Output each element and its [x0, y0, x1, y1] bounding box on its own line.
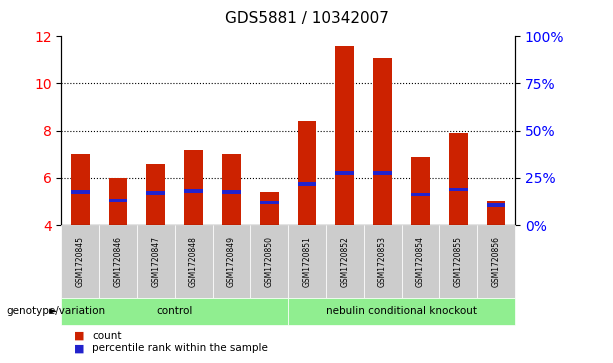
- Bar: [411, 157, 430, 225]
- Bar: [147, 164, 166, 225]
- Text: GSM1720851: GSM1720851: [302, 236, 311, 287]
- Bar: [297, 182, 316, 185]
- Bar: [449, 133, 468, 225]
- Bar: [335, 171, 354, 175]
- Text: control: control: [156, 306, 193, 316]
- Bar: [70, 154, 89, 225]
- Bar: [184, 150, 203, 225]
- Text: GSM1720845: GSM1720845: [75, 236, 85, 287]
- Bar: [487, 203, 506, 207]
- Bar: [373, 171, 392, 175]
- Text: GSM1720854: GSM1720854: [416, 236, 425, 287]
- Text: GSM1720848: GSM1720848: [189, 236, 198, 287]
- Bar: [109, 178, 128, 225]
- Bar: [487, 201, 506, 225]
- Bar: [260, 192, 279, 225]
- Text: nebulin conditional knockout: nebulin conditional knockout: [326, 306, 477, 316]
- Bar: [335, 46, 354, 225]
- Bar: [147, 191, 166, 195]
- Bar: [222, 154, 241, 225]
- Text: GSM1720847: GSM1720847: [151, 236, 161, 287]
- Text: genotype/variation: genotype/variation: [6, 306, 105, 316]
- Bar: [109, 199, 128, 202]
- Text: GSM1720850: GSM1720850: [265, 236, 274, 287]
- Text: GSM1720852: GSM1720852: [340, 236, 349, 287]
- Bar: [449, 188, 468, 191]
- Bar: [184, 189, 203, 193]
- Bar: [70, 190, 89, 194]
- Bar: [411, 193, 430, 196]
- Text: GSM1720853: GSM1720853: [378, 236, 387, 287]
- Bar: [260, 201, 279, 204]
- Text: ■: ■: [74, 343, 84, 354]
- Text: count: count: [92, 331, 121, 341]
- Text: GSM1720855: GSM1720855: [454, 236, 463, 287]
- Text: GSM1720856: GSM1720856: [492, 236, 501, 287]
- Text: GSM1720846: GSM1720846: [113, 236, 123, 287]
- Bar: [373, 57, 392, 225]
- Text: ■: ■: [74, 331, 84, 341]
- Text: GDS5881 / 10342007: GDS5881 / 10342007: [224, 11, 389, 26]
- Bar: [297, 121, 316, 225]
- Bar: [222, 190, 241, 194]
- Text: percentile rank within the sample: percentile rank within the sample: [92, 343, 268, 354]
- Text: GSM1720849: GSM1720849: [227, 236, 236, 287]
